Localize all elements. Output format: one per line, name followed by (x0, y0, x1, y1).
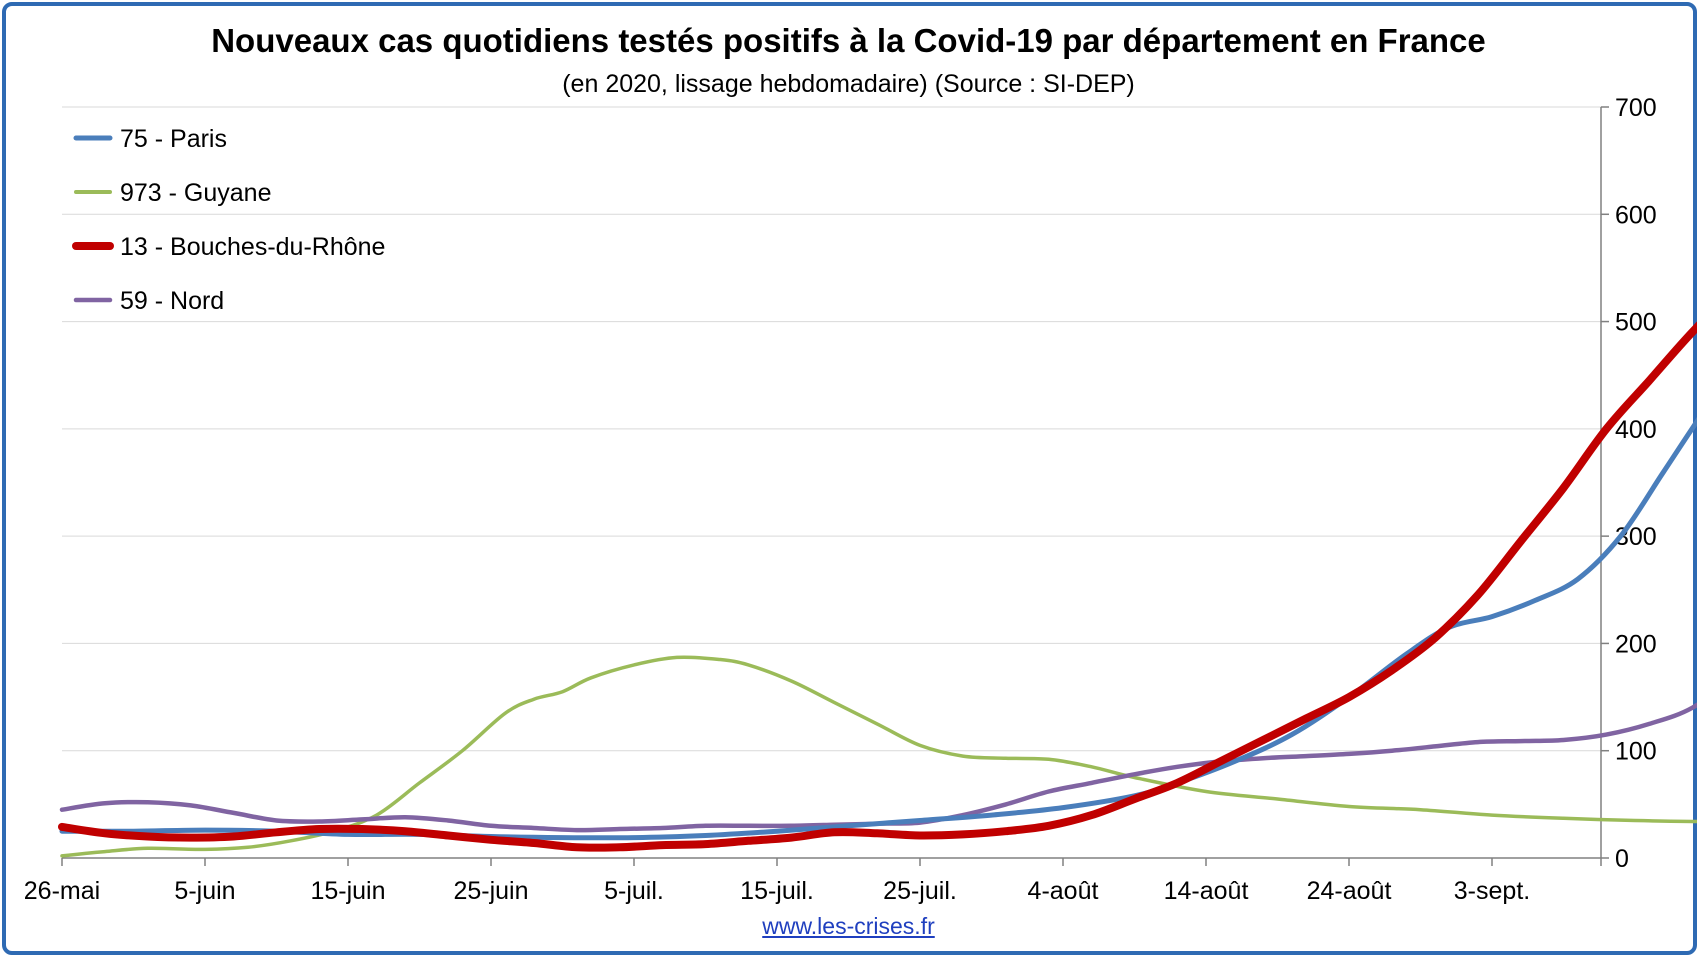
chart-subtitle: (en 2020, lissage hebdomadaire) (Source … (562, 70, 1135, 98)
y-tick-label: 400 (1615, 416, 1657, 444)
series-line-75-paris (59, 416, 1697, 841)
x-tick-label: 26-mai (24, 877, 100, 905)
legend-label-973-guyane: 973 - Guyane (120, 179, 272, 207)
y-tick-label: 0 (1615, 845, 1629, 873)
y-tick-label: 100 (1615, 738, 1657, 766)
x-tick-label: 25-juin (453, 877, 528, 905)
y-tick-label: 200 (1615, 630, 1657, 658)
y-tick-label: 500 (1615, 309, 1657, 337)
x-tick-label: 5-juin (174, 877, 235, 905)
x-tick-label: 5-juil. (604, 877, 664, 905)
x-tick-label: 24-août (1307, 877, 1392, 905)
x-tick-label: 3-sept. (1454, 877, 1530, 905)
legend-label-75-paris: 75 - Paris (120, 125, 227, 153)
source-link[interactable]: www.les-crises.fr (762, 913, 935, 939)
series-line-13-bouches-du-rh-ne (58, 321, 1697, 852)
x-tick-label: 25-juil. (883, 877, 957, 905)
legend-label-13-bouches-du-rh-ne: 13 - Bouches-du-Rhône (120, 233, 385, 261)
legend-label-59-nord: 59 - Nord (120, 287, 224, 315)
x-tick-label: 14-août (1164, 877, 1249, 905)
grid-lines (62, 106, 1601, 752)
source-link-container: www.les-crises.fr (0, 913, 1697, 940)
y-tick-label: 600 (1615, 201, 1657, 229)
x-tick-label: 15-juil. (740, 877, 814, 905)
series-line-59-nord (59, 702, 1697, 833)
legend: 75 - Paris 973 - Guyane 13 - Bouches-du-Rh… (72, 125, 385, 315)
x-tick-label: 4-août (1028, 877, 1099, 905)
series-layer (58, 321, 1697, 858)
chart-title: Nouveaux cas quotidiens testés positifs … (211, 22, 1486, 59)
y-tick-label: 700 (1615, 94, 1657, 122)
x-tick-label: 15-juin (310, 877, 385, 905)
